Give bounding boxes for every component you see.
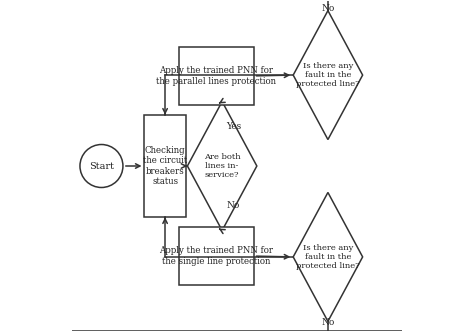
Polygon shape (187, 102, 257, 230)
Text: No: No (227, 201, 240, 209)
Text: Apply the trained PNN for
the single line protection: Apply the trained PNN for the single lin… (159, 246, 273, 266)
Polygon shape (293, 193, 363, 321)
Circle shape (80, 144, 123, 188)
FancyBboxPatch shape (179, 227, 254, 285)
Text: Is there any
fault in the
protected line?: Is there any fault in the protected line… (296, 62, 360, 88)
Text: Start: Start (89, 161, 114, 171)
Text: Checking
the circuit
breakers
status: Checking the circuit breakers status (143, 146, 187, 186)
FancyBboxPatch shape (145, 115, 186, 217)
FancyBboxPatch shape (179, 47, 254, 105)
Polygon shape (293, 11, 363, 139)
Text: Yes: Yes (227, 123, 242, 131)
Text: No: No (321, 317, 335, 327)
Text: Apply the trained PNN for
the parallel lines protection: Apply the trained PNN for the parallel l… (156, 66, 276, 86)
Text: Are both
lines in-
service?: Are both lines in- service? (204, 153, 240, 179)
Text: Is there any
fault in the
protected line?: Is there any fault in the protected line… (296, 244, 360, 270)
Text: No: No (321, 4, 335, 14)
